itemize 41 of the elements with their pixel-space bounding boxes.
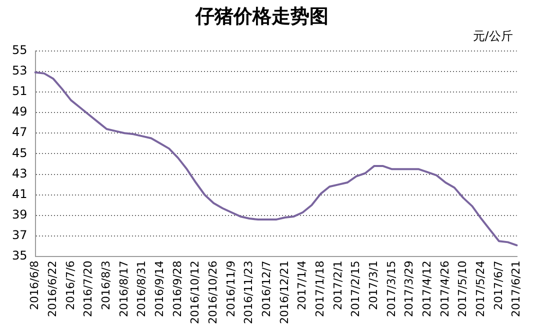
y-tick-label: 45 [12, 146, 28, 160]
x-tick-label: 2016/8/3 [99, 260, 112, 310]
y-tick-label: 55 [12, 42, 28, 57]
x-tick-label: 2016/10/26 [206, 260, 220, 324]
y-tick-label: 47 [12, 125, 28, 140]
x-tick-label: 2016/6/8 [28, 260, 42, 310]
x-tick-label: 2016/12/7 [260, 260, 273, 318]
x-tick-label: 2016/8/17 [117, 260, 130, 318]
x-tick-label: 2016/12/21 [278, 260, 291, 324]
y-tick-label: 53 [12, 64, 28, 78]
chart-title: 仔猪价格走势图 [194, 5, 328, 28]
x-tick-label: 2017/1/18 [313, 260, 326, 318]
x-tick-label: 2016/11/9 [224, 260, 238, 318]
x-tick-label: 2017/1/4 [296, 260, 309, 310]
y-tick-label: 43 [12, 166, 28, 180]
y-tick-label: 35 [12, 248, 28, 263]
x-tick-label: 2016/6/22 [46, 260, 59, 318]
x-tick-label: 2017/5/10 [456, 260, 470, 318]
x-tick-label: 2016/8/31 [135, 260, 148, 318]
x-tick-label: 2016/10/12 [188, 260, 202, 324]
y-tick-label: 41 [12, 186, 28, 201]
x-tick-label: 2017/3/15 [384, 260, 398, 318]
x-tick-label: 2017/3/1 [366, 260, 380, 310]
x-tick-label: 2017/2/15 [349, 260, 362, 318]
x-tick-label: 2016/7/20 [82, 260, 95, 318]
x-tick-label: 2016/7/6 [64, 260, 77, 310]
x-tick-label: 2016/9/28 [170, 260, 184, 318]
y-tick-label: 39 [12, 208, 28, 222]
x-tick-label: 2017/2/1 [331, 260, 344, 310]
x-tick-label: 2017/5/24 [474, 260, 487, 318]
x-tick-label: 2017/6/7 [492, 260, 505, 310]
y-tick-label: 51 [12, 84, 28, 98]
x-tick-label: 2017/4/26 [438, 260, 452, 318]
x-tick-label: 2017/6/21 [510, 260, 523, 318]
y-tick-label: 49 [12, 104, 28, 119]
y-tick-label: 37 [12, 228, 28, 242]
x-tick-label: 2016/11/23 [242, 260, 256, 324]
text: 元/公斤 [472, 28, 513, 43]
x-tick-label: 2017/4/12 [420, 260, 434, 318]
x-tick-label: 2016/9/14 [152, 260, 166, 318]
x-tick-label: 2017/3/29 [402, 260, 416, 318]
